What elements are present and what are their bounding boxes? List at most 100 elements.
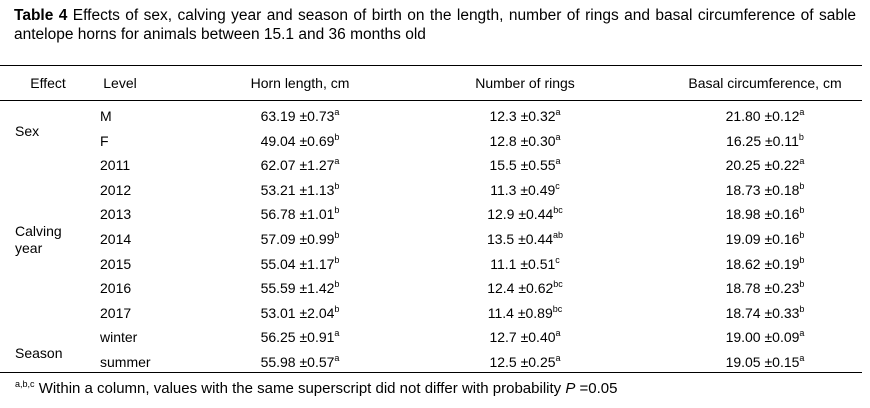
cell-superscript: b bbox=[334, 131, 340, 142]
cell-superscript: a bbox=[334, 156, 340, 167]
cell-value: 12.4 ±0.62 bbox=[487, 280, 554, 297]
cell-superscript: b bbox=[799, 303, 805, 314]
cell: 12.9 ±0.44bc bbox=[487, 206, 563, 223]
caption: Table 4 Effects of sex, calving year and… bbox=[14, 6, 856, 44]
cell-superscript: a bbox=[555, 156, 561, 167]
cell: 11.3 ±0.49c bbox=[490, 180, 560, 199]
level: 2011 bbox=[100, 157, 131, 174]
cell-value: 21.80 ±0.12 bbox=[725, 108, 800, 124]
cell: 21.80 ±0.12a bbox=[726, 108, 805, 125]
cell: 11.1 ±0.51c bbox=[490, 254, 560, 273]
cell-value: 19.09 ±0.16 bbox=[725, 231, 800, 247]
cell-superscript: b bbox=[799, 230, 805, 240]
level: winter bbox=[100, 329, 138, 346]
cell-value: 56.25 ±0.91 bbox=[260, 329, 335, 346]
cell-value: 53.01 ±2.04 bbox=[260, 304, 335, 321]
effect: Sex bbox=[15, 123, 40, 140]
cell: 12.4 ±0.62bc bbox=[487, 280, 563, 297]
level: summer bbox=[100, 354, 151, 370]
level: M bbox=[100, 108, 112, 124]
cell: 18.98 ±0.16b bbox=[726, 206, 805, 223]
level: 2017 bbox=[100, 304, 132, 321]
cell: 20.25 ±0.22a bbox=[726, 157, 805, 174]
cell: 53.21 ±1.13b bbox=[260, 181, 340, 199]
top-rule bbox=[0, 65, 862, 66]
caption-label: Table 4 bbox=[14, 7, 68, 24]
cell-value: 62.07 ±1.27 bbox=[260, 157, 335, 174]
cell: 18.74 ±0.33b bbox=[725, 303, 805, 322]
cell: 16.25 ±0.11b bbox=[726, 132, 804, 150]
cell-value: 20.25 ±0.22 bbox=[725, 157, 800, 174]
cell: 19.00 ±0.09a bbox=[726, 329, 805, 346]
cell-value: 19.05 ±0.15 bbox=[725, 354, 800, 370]
cell-superscript: b bbox=[334, 230, 340, 240]
effect: Calving year bbox=[15, 223, 62, 256]
cell-value: 13.5 ±0.44 bbox=[486, 231, 554, 247]
cell-superscript: b bbox=[799, 180, 805, 191]
cell-superscript: a bbox=[334, 328, 340, 339]
level: 2016 bbox=[100, 280, 132, 297]
cell-superscript: a bbox=[555, 107, 561, 117]
column-header: Number of rings bbox=[475, 75, 575, 91]
cell-superscript: a bbox=[334, 107, 340, 117]
cell-value: 55.04 ±1.17 bbox=[260, 255, 335, 272]
cell: 12.7 ±0.40a bbox=[489, 329, 560, 346]
cell-superscript: a bbox=[555, 328, 561, 339]
footnote-symbol: P bbox=[565, 380, 576, 397]
cell-value: 11.4 ±0.89 bbox=[487, 304, 553, 321]
cell-superscript: b bbox=[334, 254, 340, 265]
level: 2013 bbox=[100, 206, 132, 223]
column-header: Level bbox=[103, 75, 137, 91]
footnote-superscript: a,b,c bbox=[15, 379, 35, 389]
effect: Season bbox=[15, 344, 63, 361]
cell-value: 12.7 ±0.40 bbox=[489, 329, 556, 346]
cell-value: 12.8 ±0.30 bbox=[489, 132, 556, 149]
cell: 62.07 ±1.27a bbox=[261, 157, 340, 174]
cell-superscript: b bbox=[799, 279, 805, 290]
cell-value: 56.78 ±1.01 bbox=[260, 206, 335, 223]
cell-superscript: b bbox=[334, 205, 340, 216]
cell-value: 53.21 ±1.13 bbox=[260, 181, 335, 198]
cell-value: 18.62 ±0.19 bbox=[725, 255, 800, 272]
cell: 56.78 ±1.01b bbox=[261, 206, 340, 223]
level: 2014 bbox=[100, 231, 132, 247]
cell: 13.5 ±0.44ab bbox=[487, 231, 563, 248]
cell-superscript: a bbox=[799, 156, 805, 167]
cell-value: 16.25 ±0.11 bbox=[726, 132, 799, 149]
cell-value: 11.1 ±0.51 bbox=[490, 255, 556, 272]
cell: 55.59 ±1.42b bbox=[261, 280, 340, 297]
cell-superscript: ab bbox=[553, 230, 564, 240]
cell-value: 18.73 ±0.18 bbox=[725, 181, 800, 198]
cell: 63.19 ±0.73a bbox=[261, 108, 340, 125]
cell-value: 19.00 ±0.09 bbox=[725, 329, 800, 346]
cell-value: 18.78 ±0.23 bbox=[725, 280, 800, 297]
cell: 55.98 ±0.57a bbox=[261, 354, 340, 371]
cell: 49.04 ±0.69b bbox=[261, 131, 340, 150]
cell: 18.62 ±0.19b bbox=[725, 254, 805, 273]
cell-superscript: bc bbox=[552, 303, 563, 314]
cell-superscript: c bbox=[555, 180, 560, 191]
cell-value: 55.98 ±0.57 bbox=[260, 354, 335, 370]
cell-superscript: bc bbox=[553, 279, 563, 290]
cell-superscript: b bbox=[799, 254, 805, 265]
cell: 12.8 ±0.30a bbox=[489, 131, 561, 150]
column-header: Horn length, cm bbox=[250, 75, 350, 91]
cell-superscript: a bbox=[555, 353, 561, 363]
cell: 15.5 ±0.55a bbox=[489, 157, 560, 174]
cell: 56.25 ±0.91a bbox=[261, 329, 340, 346]
cell: 53.01 ±2.04b bbox=[260, 303, 340, 322]
footnote-text: Within a column, values with the same su… bbox=[38, 380, 562, 397]
cell-superscript: b bbox=[799, 205, 805, 216]
cell: 57.09 ±0.99b bbox=[261, 231, 340, 248]
cell-superscript: c bbox=[555, 254, 560, 265]
cell-value: 18.74 ±0.33 bbox=[725, 304, 800, 321]
cell: 12.5 ±0.25a bbox=[489, 354, 560, 371]
level: 2012 bbox=[100, 181, 132, 198]
cell-value: 12.3 ±0.32 bbox=[489, 108, 556, 124]
cell-superscript: a bbox=[555, 131, 561, 142]
cell: 18.78 ±0.23b bbox=[726, 280, 805, 297]
cell-superscript: b bbox=[334, 303, 340, 314]
column-header: Effect bbox=[30, 75, 66, 91]
cell-superscript: a bbox=[799, 353, 805, 363]
